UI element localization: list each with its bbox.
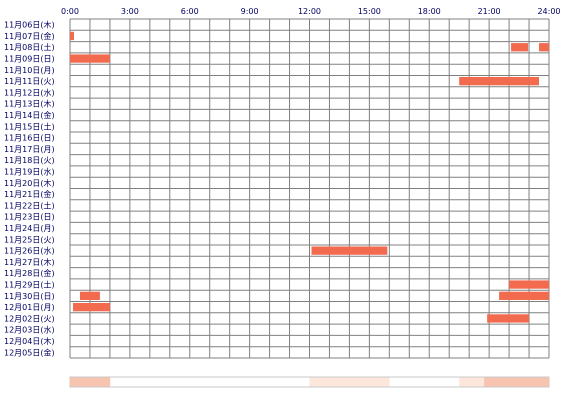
- summary-cell: [369, 377, 375, 387]
- y-day-label: 12月05日(金): [4, 347, 55, 357]
- y-day-label: 11月09日(日): [4, 55, 55, 64]
- summary-cell: [344, 377, 350, 387]
- y-day-labels: 11月06日(木)11月07日(金)11月08日(土) 11月09日(日) 11月1…: [4, 20, 55, 358]
- y-day-label: 12月01日(月): [4, 303, 55, 312]
- summary-cell: [494, 377, 500, 387]
- summary-cell: [509, 377, 515, 387]
- activity-bar: [511, 43, 529, 52]
- y-day-label: 12月02日(火): [4, 314, 55, 323]
- y-day-label: 11月27日(木): [4, 257, 55, 267]
- y-day-label: 11月12日(水): [4, 87, 55, 97]
- activity-bar: [311, 246, 388, 255]
- x-tick-label: 6:00: [181, 7, 199, 16]
- summary-cell: [364, 377, 370, 387]
- x-tick-label: 15:00: [358, 7, 381, 16]
- summary-cell: [534, 377, 540, 387]
- y-day-label: 11月19日(水): [4, 167, 55, 177]
- summary-cell: [99, 377, 106, 387]
- y-day-label: 11月16日(日): [4, 134, 55, 143]
- summary-cell: [469, 377, 475, 387]
- summary-cell: [539, 377, 545, 387]
- summary-cell: [384, 377, 390, 387]
- summary-cell: [89, 377, 96, 387]
- summary-cell: [94, 377, 101, 387]
- summary-cell: [379, 377, 385, 387]
- summary-cell: [479, 377, 485, 387]
- summary-cell: [544, 377, 550, 387]
- y-day-label: 12月04日(木): [4, 336, 55, 346]
- activity-bar: [499, 291, 549, 300]
- activity-bar: [487, 314, 530, 323]
- activity-bar: [70, 31, 74, 41]
- y-day-label: 11月18日(火): [4, 156, 55, 165]
- y-day-label: 11月26日(水): [4, 246, 55, 256]
- summary-cell: [504, 377, 510, 387]
- summary-cell: [79, 377, 86, 387]
- summary-cell: [84, 377, 91, 387]
- y-day-label: 11月21日(金): [4, 189, 55, 199]
- summary-cell: [104, 377, 111, 387]
- y-day-label: 11月08日(土): [4, 42, 55, 52]
- activity-bar: [70, 54, 110, 63]
- y-day-label: 11月07日(金): [4, 31, 55, 41]
- summary-cell: [514, 377, 520, 387]
- y-day-label: 11月28日(金): [4, 268, 55, 278]
- summary-cell: [309, 377, 315, 387]
- summary-cell: [339, 377, 345, 387]
- summary-strip: [69, 376, 550, 388]
- summary-cell: [374, 377, 380, 387]
- summary-cell: [484, 377, 490, 387]
- summary-cell: [329, 377, 335, 387]
- y-day-label: 11月29日(土): [4, 280, 55, 290]
- summary-cell: [349, 377, 355, 387]
- summary-cell: [519, 377, 525, 387]
- y-day-label: 11月13日(木): [4, 99, 55, 109]
- summary-cell: [464, 377, 470, 387]
- summary-cell: [474, 377, 480, 387]
- summary-cell: [524, 377, 530, 387]
- summary-cell: [359, 377, 365, 387]
- activity-bar: [539, 43, 549, 52]
- grid: [69, 18, 550, 359]
- y-day-label: 11月22日(土): [4, 200, 55, 210]
- activity-bar: [459, 77, 540, 86]
- y-day-label: 11月06日(木): [4, 20, 55, 30]
- summary-cell: [489, 377, 495, 387]
- x-tick-labels: 0:00 3:00 6:00 9:00 12:00 15:00 18:00 21:00 24:0…: [61, 7, 561, 16]
- activity-bar: [72, 303, 110, 312]
- x-tick-label: 9:00: [241, 7, 259, 16]
- summary-cell: [314, 377, 320, 387]
- summary-cell: [354, 377, 360, 387]
- y-day-label: 11月15日(土): [4, 121, 55, 131]
- x-tick-label: 18:00: [418, 7, 441, 16]
- x-tick-label: 12:00: [298, 7, 321, 16]
- y-day-label: 11月11日(火): [4, 77, 55, 86]
- summary-cell: [70, 377, 76, 387]
- y-day-label: 11月30日(日): [4, 292, 55, 301]
- x-tick-label: 21:00: [478, 7, 501, 16]
- y-day-label: 11月20日(木): [4, 178, 55, 188]
- y-day-label: 12月03日(水): [4, 325, 55, 335]
- activity-bar: [509, 280, 549, 289]
- y-day-label: 11月25日(火): [4, 235, 55, 244]
- summary-cell: [74, 377, 81, 387]
- summary-cell: [319, 377, 325, 387]
- x-tick-label: 24:00: [537, 7, 560, 16]
- y-day-label: 11月14日(金): [4, 110, 55, 120]
- summary-cell: [324, 377, 330, 387]
- summary-cell: [334, 377, 340, 387]
- summary-cell: [499, 377, 505, 387]
- y-day-label: 11月24日(月): [4, 224, 55, 233]
- y-day-label: 11月23日(日): [4, 213, 55, 222]
- x-tick-label: 3:00: [121, 7, 139, 16]
- x-tick-label: 0:00: [61, 7, 79, 16]
- activity-bar: [79, 291, 100, 300]
- summary-cell: [529, 377, 535, 387]
- y-day-label: 11月17日(月): [4, 145, 55, 154]
- activity-bars: [70, 31, 549, 323]
- summary-cell: [459, 377, 465, 387]
- y-day-label: 11月10日(月): [4, 66, 55, 75]
